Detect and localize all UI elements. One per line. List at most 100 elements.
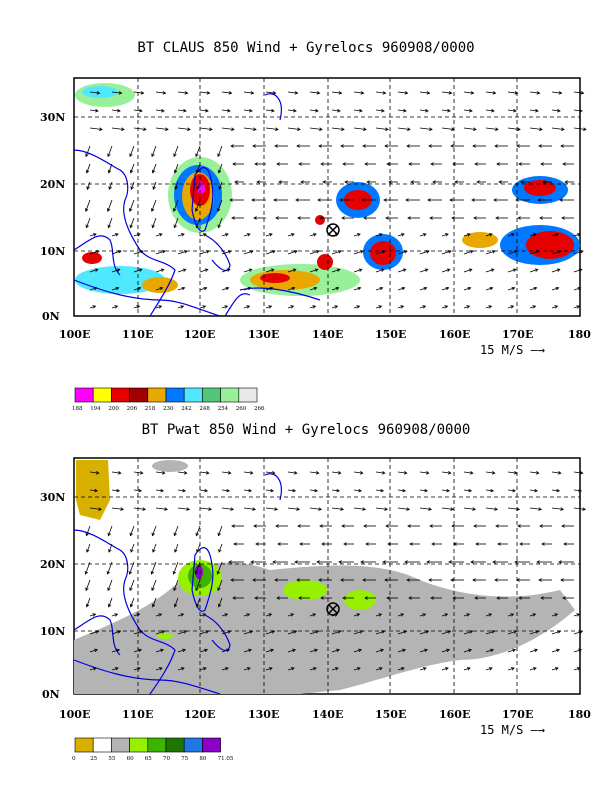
wind-arrowhead: [315, 250, 320, 254]
wind-arrowhead: [336, 488, 341, 493]
wind-arrowhead: [578, 648, 582, 653]
panel2-vector-ref: 15 M/S —→: [480, 723, 546, 737]
wind-arrowhead: [446, 648, 450, 653]
wind-arrowhead: [473, 216, 477, 220]
wind-arrowhead: [139, 630, 144, 634]
wind-arrowhead: [321, 542, 325, 546]
wind-arrow: [485, 489, 494, 492]
wind-arrowhead: [173, 169, 178, 174]
wind-arrowhead: [196, 186, 200, 190]
wind-arrowhead: [277, 542, 281, 546]
wind-arrowhead: [252, 578, 256, 582]
wind-arrowhead: [293, 250, 298, 254]
wind-arrowhead: [128, 208, 133, 212]
wind-arrow: [265, 507, 278, 510]
panel1-title: BT CLAUS 850 Wind + Gyrelocs 960908/0000: [137, 40, 475, 56]
wind-arrow: [397, 613, 404, 617]
legend-swatch: [74, 387, 94, 403]
wind-arrow: [463, 613, 470, 617]
wind-arrowhead: [533, 286, 538, 291]
wind-arrow: [331, 250, 342, 255]
wind-arrowhead: [490, 268, 495, 272]
panel2-x-tick: 170E: [502, 708, 533, 721]
wind-arrowhead: [319, 216, 323, 220]
wind-arrowhead: [516, 578, 520, 582]
wind-arrowhead: [159, 286, 164, 291]
wind-arrowhead: [271, 108, 275, 113]
wind-arrowhead: [152, 548, 156, 553]
wind-arrowhead: [85, 587, 89, 592]
wind-arrow: [397, 471, 407, 474]
wind-arrow: [85, 561, 91, 575]
wind-arrowhead: [384, 578, 388, 582]
wind-arrowhead: [408, 596, 412, 600]
wind-arrow: [265, 287, 273, 291]
wind-arrowhead: [292, 268, 297, 272]
wind-arrowhead: [320, 596, 324, 600]
wind-arrow: [89, 630, 99, 635]
wind-arrow: [551, 613, 558, 617]
wind-arrow: [243, 630, 253, 635]
wind-arrowhead: [532, 613, 537, 617]
wind-arrow: [177, 250, 188, 255]
panel1-gyre-marker: [326, 223, 340, 237]
wind-arrow: [353, 613, 360, 617]
panel1-x-tick-labels: 100E 110E 120E 130E 140E 150E 160E 170E …: [59, 328, 591, 341]
wind-arrow: [573, 250, 584, 255]
wind-arrowhead: [363, 216, 367, 220]
wind-arrow: [221, 127, 235, 130]
wind-arrowhead: [532, 305, 537, 309]
wind-arrowhead: [557, 108, 561, 113]
wind-arrowhead: [92, 667, 97, 671]
wind-arrowhead: [468, 268, 473, 272]
wind-arrowhead: [216, 208, 221, 212]
wind-arrowhead: [365, 542, 369, 546]
wind-arrowhead: [472, 578, 476, 582]
wind-arrowhead: [151, 224, 155, 229]
wind-arrow: [177, 269, 186, 273]
wind-arrowhead: [496, 162, 500, 166]
wind-arrowhead: [512, 648, 516, 653]
wind-arrowhead: [140, 91, 145, 95]
wind-arrow: [243, 613, 250, 617]
wind-arrowhead: [174, 548, 178, 553]
wind-arrowhead: [230, 144, 234, 148]
wind-arrowhead: [86, 548, 90, 553]
wind-arrow: [375, 109, 385, 112]
wind-arrowhead: [402, 268, 407, 272]
wind-arrow: [89, 250, 100, 255]
wind-arrowhead: [161, 630, 166, 634]
wind-arrow: [419, 287, 427, 291]
wind-arrow: [265, 127, 279, 130]
panel1-x-tick: 180: [568, 328, 591, 341]
wind-arrow: [151, 579, 157, 591]
wind-arrowhead: [151, 532, 155, 537]
wind-arrowhead: [491, 108, 495, 113]
legend-swatch: [202, 387, 221, 403]
wind-arrowhead: [564, 180, 568, 184]
wind-arrow: [177, 91, 188, 94]
panel2-y-tick-labels: 0N 10N 20N 30N: [40, 491, 65, 701]
wind-arrowhead: [116, 268, 121, 272]
wind-arrowhead: [362, 144, 366, 148]
wind-arrow: [86, 525, 91, 536]
wind-arrow: [89, 471, 99, 474]
wind-arrow: [441, 127, 455, 130]
wind-arrowhead: [173, 224, 177, 229]
wind-arrowhead: [359, 250, 364, 254]
panel2-gyre-marker: [326, 602, 340, 616]
wind-arrow: [217, 199, 223, 212]
wind-arrowhead: [160, 488, 165, 493]
wind-arrowhead: [272, 91, 277, 95]
wind-arrow: [174, 181, 179, 190]
wind-arrow: [573, 613, 580, 617]
wind-arrowhead: [231, 216, 235, 220]
wind-arrowhead: [183, 630, 188, 634]
legend-value: 218: [145, 406, 156, 412]
wind-arrowhead: [356, 613, 361, 617]
wind-arrow: [463, 269, 472, 273]
wind-arrowhead: [275, 216, 279, 220]
wind-arrowhead: [116, 648, 120, 653]
wind-arrowhead: [186, 507, 191, 511]
